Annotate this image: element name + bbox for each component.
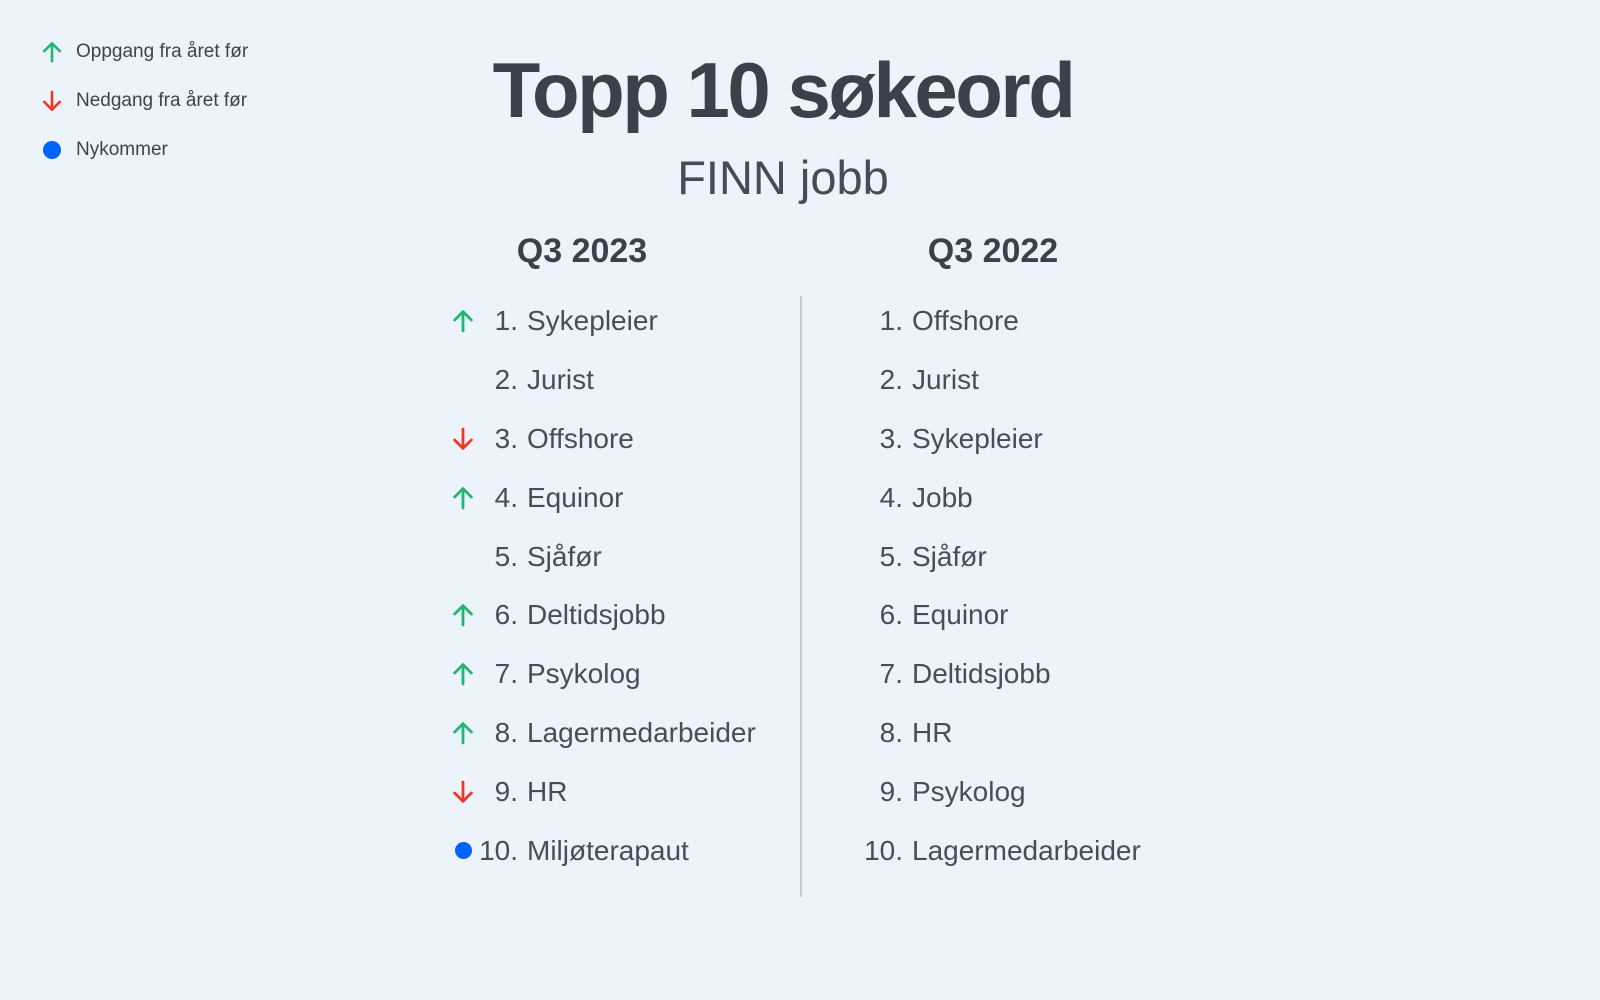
page-subtitle: FINN jobb xyxy=(677,151,889,204)
rank-number: 5. xyxy=(879,540,903,572)
search-term: HR xyxy=(912,716,953,748)
search-term: Psykolog xyxy=(527,658,641,690)
change-icon-slot xyxy=(448,777,478,807)
legend-label: Oppgang fra året før xyxy=(76,40,249,62)
search-term: Equinor xyxy=(527,481,624,513)
search-term: Sjåfør xyxy=(912,540,987,572)
change-icon-slot xyxy=(448,542,478,572)
up-arrow-icon xyxy=(449,660,477,688)
search-term: HR xyxy=(527,775,568,807)
list-item: 7. Psykolog xyxy=(448,645,756,704)
list-item: 5. Sjåfør xyxy=(448,527,756,586)
list-item: 6. Deltidsjobb xyxy=(448,586,756,645)
search-term: Offshore xyxy=(912,305,1019,337)
ranklist-q3-2022: 1. Offshore 2. Jurist 3. Sykepleier 4. J… xyxy=(828,292,1141,880)
rank-number: 5. xyxy=(494,540,518,572)
up-arrow-icon xyxy=(449,484,477,512)
list-item: 5. Sjåfør xyxy=(828,527,1141,586)
rank-number: 8. xyxy=(879,716,903,748)
list-item: 4. Equinor xyxy=(448,468,756,527)
list-item: 1. Offshore xyxy=(828,292,1141,351)
list-item: 2. Jurist xyxy=(448,351,756,410)
rank-number: 3. xyxy=(494,422,518,454)
ranklist-q3-2023: 1. Sykepleier 2. Jurist 3. Offshore xyxy=(448,292,756,880)
search-term: Sykepleier xyxy=(527,305,658,337)
list-item: 3. Offshore xyxy=(448,410,756,469)
search-term: Sykepleier xyxy=(912,422,1043,454)
legend-item-increase: Oppgang fra året før xyxy=(38,38,248,65)
rank-number: 8. xyxy=(494,716,518,748)
list-item: 10. Lagermedarbeider xyxy=(828,821,1141,880)
legend-label: Nykommer xyxy=(76,138,168,160)
list-item: 8. Lagermedarbeider xyxy=(448,704,756,763)
page-title: Topp 10 søkeord xyxy=(492,46,1076,134)
rank-number: 9. xyxy=(879,775,903,807)
change-icon-slot xyxy=(448,718,478,748)
up-arrow-icon xyxy=(449,601,477,629)
rank-number: 4. xyxy=(494,481,518,513)
search-term: Jurist xyxy=(912,364,979,396)
rank-number: 7. xyxy=(494,658,518,690)
rank-number: 6. xyxy=(494,599,518,631)
rank-number: 6. xyxy=(879,599,903,631)
search-term: Jurist xyxy=(527,364,594,396)
column-header-q3-2022: Q3 2022 xyxy=(927,232,1059,270)
search-term: Lagermedarbeider xyxy=(527,716,756,748)
list-item: 6. Equinor xyxy=(828,586,1141,645)
list-item: 7. Deltidsjobb xyxy=(828,645,1141,704)
column-header-q3-2023: Q3 2023 xyxy=(516,232,648,270)
rank-number: 2. xyxy=(879,364,903,396)
down-arrow-icon xyxy=(449,778,477,806)
legend: Oppgang fra året før Nedgang fra året fø… xyxy=(38,38,248,163)
change-icon-slot xyxy=(448,659,478,689)
legend-label: Nedgang fra året før xyxy=(76,89,248,111)
down-arrow-icon xyxy=(38,87,65,114)
search-term: Equinor xyxy=(912,599,1009,631)
column-divider xyxy=(800,296,802,897)
up-arrow-icon xyxy=(449,719,477,747)
legend-item-decrease: Nedgang fra året før xyxy=(38,87,248,114)
list-item: 9. Psykolog xyxy=(828,762,1141,821)
change-icon-slot xyxy=(448,600,478,630)
legend-item-newcomer: Nykommer xyxy=(38,136,248,163)
search-term: Deltidsjobb xyxy=(527,599,666,631)
rank-number: 1. xyxy=(879,305,903,337)
rank-number: 10. xyxy=(864,834,903,866)
change-icon-slot xyxy=(448,836,478,866)
up-arrow-icon xyxy=(449,307,477,335)
search-term: Psykolog xyxy=(912,775,1026,807)
rank-number: 1. xyxy=(494,305,518,337)
rank-number: 7. xyxy=(879,658,903,690)
list-item: 3. Sykepleier xyxy=(828,410,1141,469)
search-term: Miljøterapaut xyxy=(527,834,689,866)
list-item: 10. Miljøterapaut xyxy=(448,821,756,880)
change-icon-slot xyxy=(448,306,478,336)
list-item: 4. Jobb xyxy=(828,468,1141,527)
rank-number: 9. xyxy=(494,775,518,807)
list-item: 1. Sykepleier xyxy=(448,292,756,351)
rank-number: 3. xyxy=(879,422,903,454)
search-term: Offshore xyxy=(527,422,634,454)
search-term: Sjåfør xyxy=(527,540,602,572)
up-arrow-icon xyxy=(38,38,65,65)
newcomer-dot-icon xyxy=(454,842,472,860)
change-icon-slot xyxy=(448,365,478,395)
rank-number: 2. xyxy=(494,364,518,396)
change-icon-slot xyxy=(448,424,478,454)
newcomer-dot-icon xyxy=(38,136,65,163)
rank-number: 10. xyxy=(479,834,518,866)
change-icon-slot xyxy=(448,483,478,513)
list-item: 8. HR xyxy=(828,704,1141,763)
list-item: 2. Jurist xyxy=(828,351,1141,410)
rank-number: 4. xyxy=(879,481,903,513)
search-term: Lagermedarbeider xyxy=(912,834,1141,866)
search-term: Jobb xyxy=(912,481,973,513)
down-arrow-icon xyxy=(449,425,477,453)
search-term: Deltidsjobb xyxy=(912,658,1051,690)
list-item: 9. HR xyxy=(448,762,756,821)
